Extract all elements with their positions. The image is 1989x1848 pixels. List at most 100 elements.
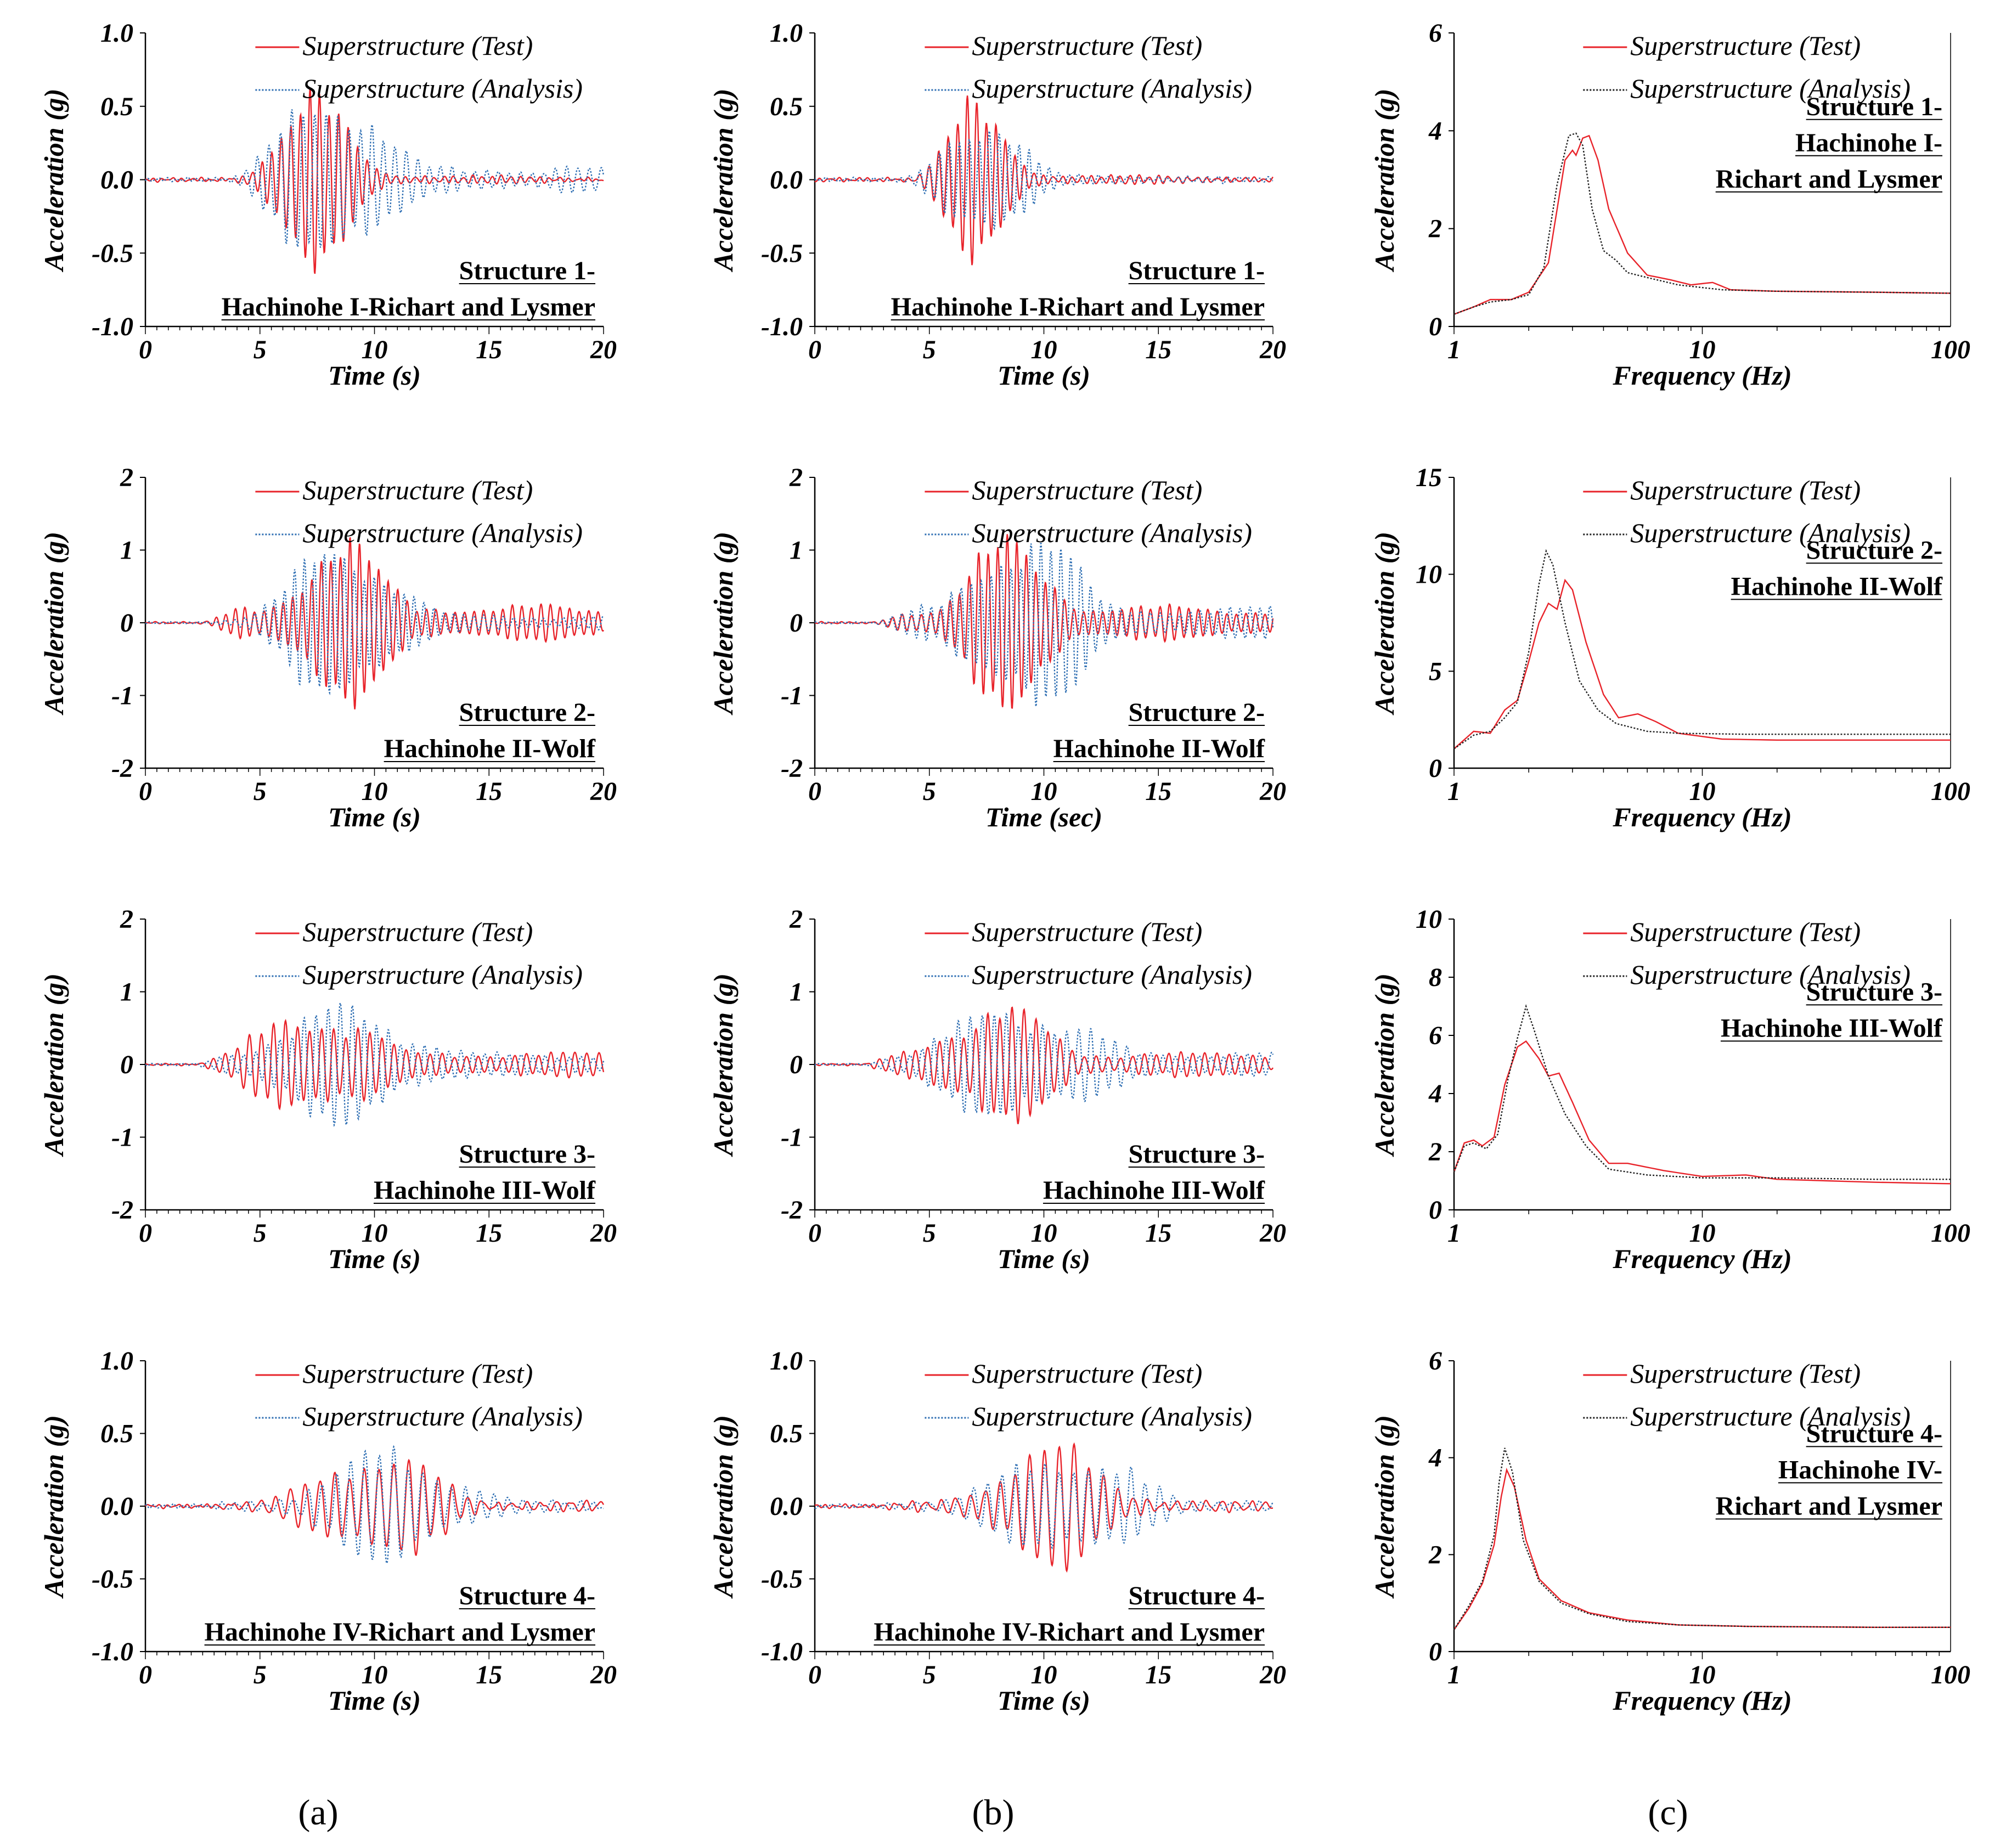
y-tick-label: 0.5 xyxy=(770,1419,803,1449)
y-tick-label: -2 xyxy=(781,754,803,783)
series-analysis-line xyxy=(1453,1447,1951,1630)
x-tick-label: 0 xyxy=(808,777,821,806)
legend-test-label: Superstructure (Test) xyxy=(1630,916,1861,947)
series-test-line xyxy=(145,537,605,709)
x-axis-label: Frequency (Hz) xyxy=(1612,360,1791,391)
y-tick-label: 0 xyxy=(1429,312,1442,341)
series-analysis-line xyxy=(1453,549,1951,750)
legend-analysis-label: Superstructure (Analysis) xyxy=(302,959,583,990)
y-tick-label: 0 xyxy=(790,609,803,638)
y-axis-label: Acceleration (g) xyxy=(1369,89,1400,273)
x-axis-label: Frequency (Hz) xyxy=(1612,1685,1791,1716)
series-analysis-line xyxy=(814,543,1274,707)
x-tick-label: 1 xyxy=(1447,335,1461,364)
x-tick-label: 10 xyxy=(1689,335,1716,364)
annotation-line: Richart and Lysmer xyxy=(1716,165,1942,194)
x-tick-label: 15 xyxy=(1145,1219,1171,1248)
y-tick-label: 0 xyxy=(1429,1196,1442,1225)
annotation-line: Structure 1- xyxy=(1806,92,1942,121)
legend-analysis-label: Superstructure (Analysis) xyxy=(972,959,1252,990)
y-tick-label: 0 xyxy=(1429,1637,1442,1666)
x-tick-label: 20 xyxy=(590,1660,617,1689)
x-tick-label: 10 xyxy=(1031,1660,1057,1689)
annotation-line: Structure 1- xyxy=(459,256,595,285)
y-tick-label: 0.0 xyxy=(770,166,803,195)
panel-label-a: (a) xyxy=(298,1793,338,1833)
y-tick-label: -1.0 xyxy=(761,312,803,341)
x-tick-label: 10 xyxy=(362,1660,388,1689)
legend-analysis-label: Superstructure (Analysis) xyxy=(1630,517,1911,548)
legend-analysis-label: Superstructure (Analysis) xyxy=(1630,1401,1911,1432)
x-tick-label: 5 xyxy=(923,1219,936,1248)
legend-test-label: Superstructure (Test) xyxy=(972,30,1202,61)
x-tick-label: 20 xyxy=(590,1219,617,1248)
legend-test-label: Superstructure (Test) xyxy=(972,916,1202,947)
legend-test-label: Superstructure (Test) xyxy=(302,1358,533,1389)
annotation-line: Hachinohe II-Wolf xyxy=(1053,734,1265,763)
annotation-line: Hachinohe IV-Richart and Lysmer xyxy=(205,1618,595,1647)
x-tick-label: 0 xyxy=(139,335,152,364)
series-test-line xyxy=(1453,134,1951,315)
y-tick-label: 15 xyxy=(1416,463,1442,492)
y-axis-label: Acceleration (g) xyxy=(708,89,739,273)
y-tick-label: 0.5 xyxy=(770,92,803,121)
y-tick-label: 6 xyxy=(1429,1021,1442,1050)
legend-test-label: Superstructure (Test) xyxy=(302,916,533,947)
series-analysis-line xyxy=(1453,1004,1951,1180)
x-tick-label: 10 xyxy=(1689,777,1716,806)
x-axis-label: Time (s) xyxy=(998,1685,1090,1716)
annotation-line: Hachinohe III-Wolf xyxy=(374,1176,596,1205)
y-axis-label: Acceleration (g) xyxy=(708,1415,739,1599)
x-tick-label: 10 xyxy=(1689,1219,1716,1248)
x-tick-label: 15 xyxy=(476,1660,502,1689)
x-tick-label: 15 xyxy=(476,335,502,364)
y-tick-label: 5 xyxy=(1429,657,1442,686)
y-tick-label: -1 xyxy=(781,681,803,711)
y-tick-label: 1 xyxy=(790,536,803,565)
y-tick-label: 0 xyxy=(1429,754,1442,783)
x-tick-label: 0 xyxy=(139,1219,152,1248)
y-tick-label: -1 xyxy=(781,1123,803,1152)
y-tick-label: 4 xyxy=(1428,1079,1442,1108)
y-tick-label: -1.0 xyxy=(92,312,133,341)
y-tick-label: 2 xyxy=(1428,215,1442,244)
y-tick-label: -2 xyxy=(111,1196,133,1225)
annotation-line: Hachinohe IV-Richart and Lysmer xyxy=(874,1618,1265,1647)
x-tick-label: 20 xyxy=(590,777,617,806)
x-tick-label: 15 xyxy=(1145,335,1171,364)
y-axis-label: Acceleration (g) xyxy=(1369,973,1400,1157)
series-test-line xyxy=(814,95,1274,266)
x-tick-label: 20 xyxy=(1259,1660,1286,1689)
y-tick-label: 2 xyxy=(789,463,803,492)
annotation-line: Hachinohe I- xyxy=(1795,128,1942,157)
x-tick-label: 10 xyxy=(1031,777,1057,806)
y-axis-label: Acceleration (g) xyxy=(1369,532,1400,715)
y-tick-label: 0.0 xyxy=(100,1492,133,1521)
series-analysis-line xyxy=(814,131,1274,230)
x-tick-label: 10 xyxy=(362,1219,388,1248)
annotation-line: Structure 4- xyxy=(1806,1419,1942,1448)
y-axis-label: Acceleration (g) xyxy=(708,973,739,1157)
chart-r4a: 0 5 10 15 20 1.0 0.5 0.0 -0.5 -1.0 Time (s) Acceler… xyxy=(38,1346,617,1716)
x-tick-label: 1 xyxy=(1447,1660,1461,1689)
chart-r4c: 1 10 100 6 4 2 0 Frequency (Hz) Acceleration (g)… xyxy=(1369,1346,1970,1716)
y-tick-label: -0.5 xyxy=(92,1565,133,1594)
y-axis-label: Acceleration (g) xyxy=(38,89,69,273)
x-axis-label: Time (sec) xyxy=(985,802,1102,832)
x-tick-label: 10 xyxy=(1689,1660,1716,1689)
y-tick-label: 10 xyxy=(1416,560,1442,589)
legend-analysis-label: Superstructure (Analysis) xyxy=(972,517,1252,548)
x-tick-label: 100 xyxy=(1931,335,1970,364)
x-tick-label: 10 xyxy=(362,335,388,364)
x-tick-label: 5 xyxy=(253,1660,267,1689)
y-tick-label: 0 xyxy=(120,609,133,638)
y-tick-label: -0.5 xyxy=(92,239,133,268)
series-test-line xyxy=(145,87,604,274)
y-tick-label: 6 xyxy=(1429,19,1442,48)
annotation-line: Structure 2- xyxy=(459,698,595,727)
legend-test-label: Superstructure (Test) xyxy=(1630,30,1861,61)
y-axis-label: Acceleration (g) xyxy=(38,1415,69,1599)
annotation-line: Structure 3- xyxy=(1129,1140,1265,1169)
